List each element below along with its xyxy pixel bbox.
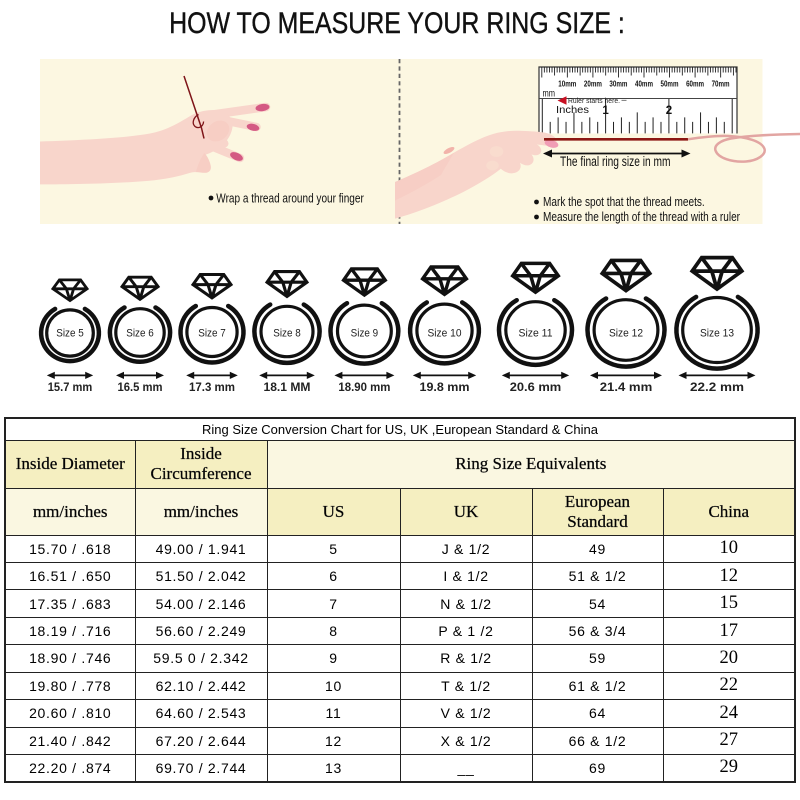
svg-text:21.4 mm: 21.4 mm [600, 380, 653, 394]
svg-text:Size 7: Size 7 [198, 328, 226, 340]
svg-text:Inches: Inches [556, 105, 589, 116]
svg-text:60mm: 60mm [686, 80, 704, 89]
svg-text:20.6 mm: 20.6 mm [510, 380, 562, 394]
svg-text:15.7 mm: 15.7 mm [48, 380, 93, 394]
svg-text:Size 8: Size 8 [273, 328, 301, 340]
svg-text:Size 12: Size 12 [609, 328, 643, 340]
svg-text:1: 1 [602, 105, 609, 117]
svg-text:Wrap a thread around your fing: Wrap a thread around your finger [216, 191, 364, 206]
svg-text:Size 11: Size 11 [519, 328, 553, 340]
svg-text:19.8 mm: 19.8 mm [420, 380, 470, 394]
svg-text:22.2 mm: 22.2 mm [690, 380, 744, 394]
svg-text:Size 6: Size 6 [126, 328, 154, 340]
svg-text:16.5 mm: 16.5 mm [118, 380, 163, 394]
svg-text:Mark the spot that the thread: Mark the spot that the thread meets. [543, 194, 705, 209]
svg-text:Size 5: Size 5 [56, 328, 84, 340]
svg-text:30mm: 30mm [609, 80, 627, 89]
svg-text:The final ring size in mm: The final ring size in mm [560, 154, 671, 169]
svg-text:18.1 MM: 18.1 MM [264, 380, 311, 394]
svg-text:20mm: 20mm [584, 80, 602, 89]
svg-text:mm: mm [543, 88, 556, 100]
svg-text:50mm: 50mm [661, 80, 679, 89]
svg-text:17.3 mm: 17.3 mm [189, 380, 235, 394]
svg-text:Size 9: Size 9 [351, 328, 379, 340]
svg-text:Measure the length of the thre: Measure the length of the thread with a … [543, 209, 741, 224]
svg-text:10mm: 10mm [558, 80, 576, 89]
svg-text:Ruler starts here.: Ruler starts here. [568, 96, 620, 105]
svg-text:Size 13: Size 13 [700, 328, 734, 340]
svg-text:18.90 mm: 18.90 mm [338, 380, 390, 394]
svg-text:40mm: 40mm [635, 80, 653, 89]
svg-text:70mm: 70mm [712, 80, 730, 89]
svg-text:Size 10: Size 10 [428, 328, 462, 340]
svg-text:2: 2 [666, 105, 672, 117]
